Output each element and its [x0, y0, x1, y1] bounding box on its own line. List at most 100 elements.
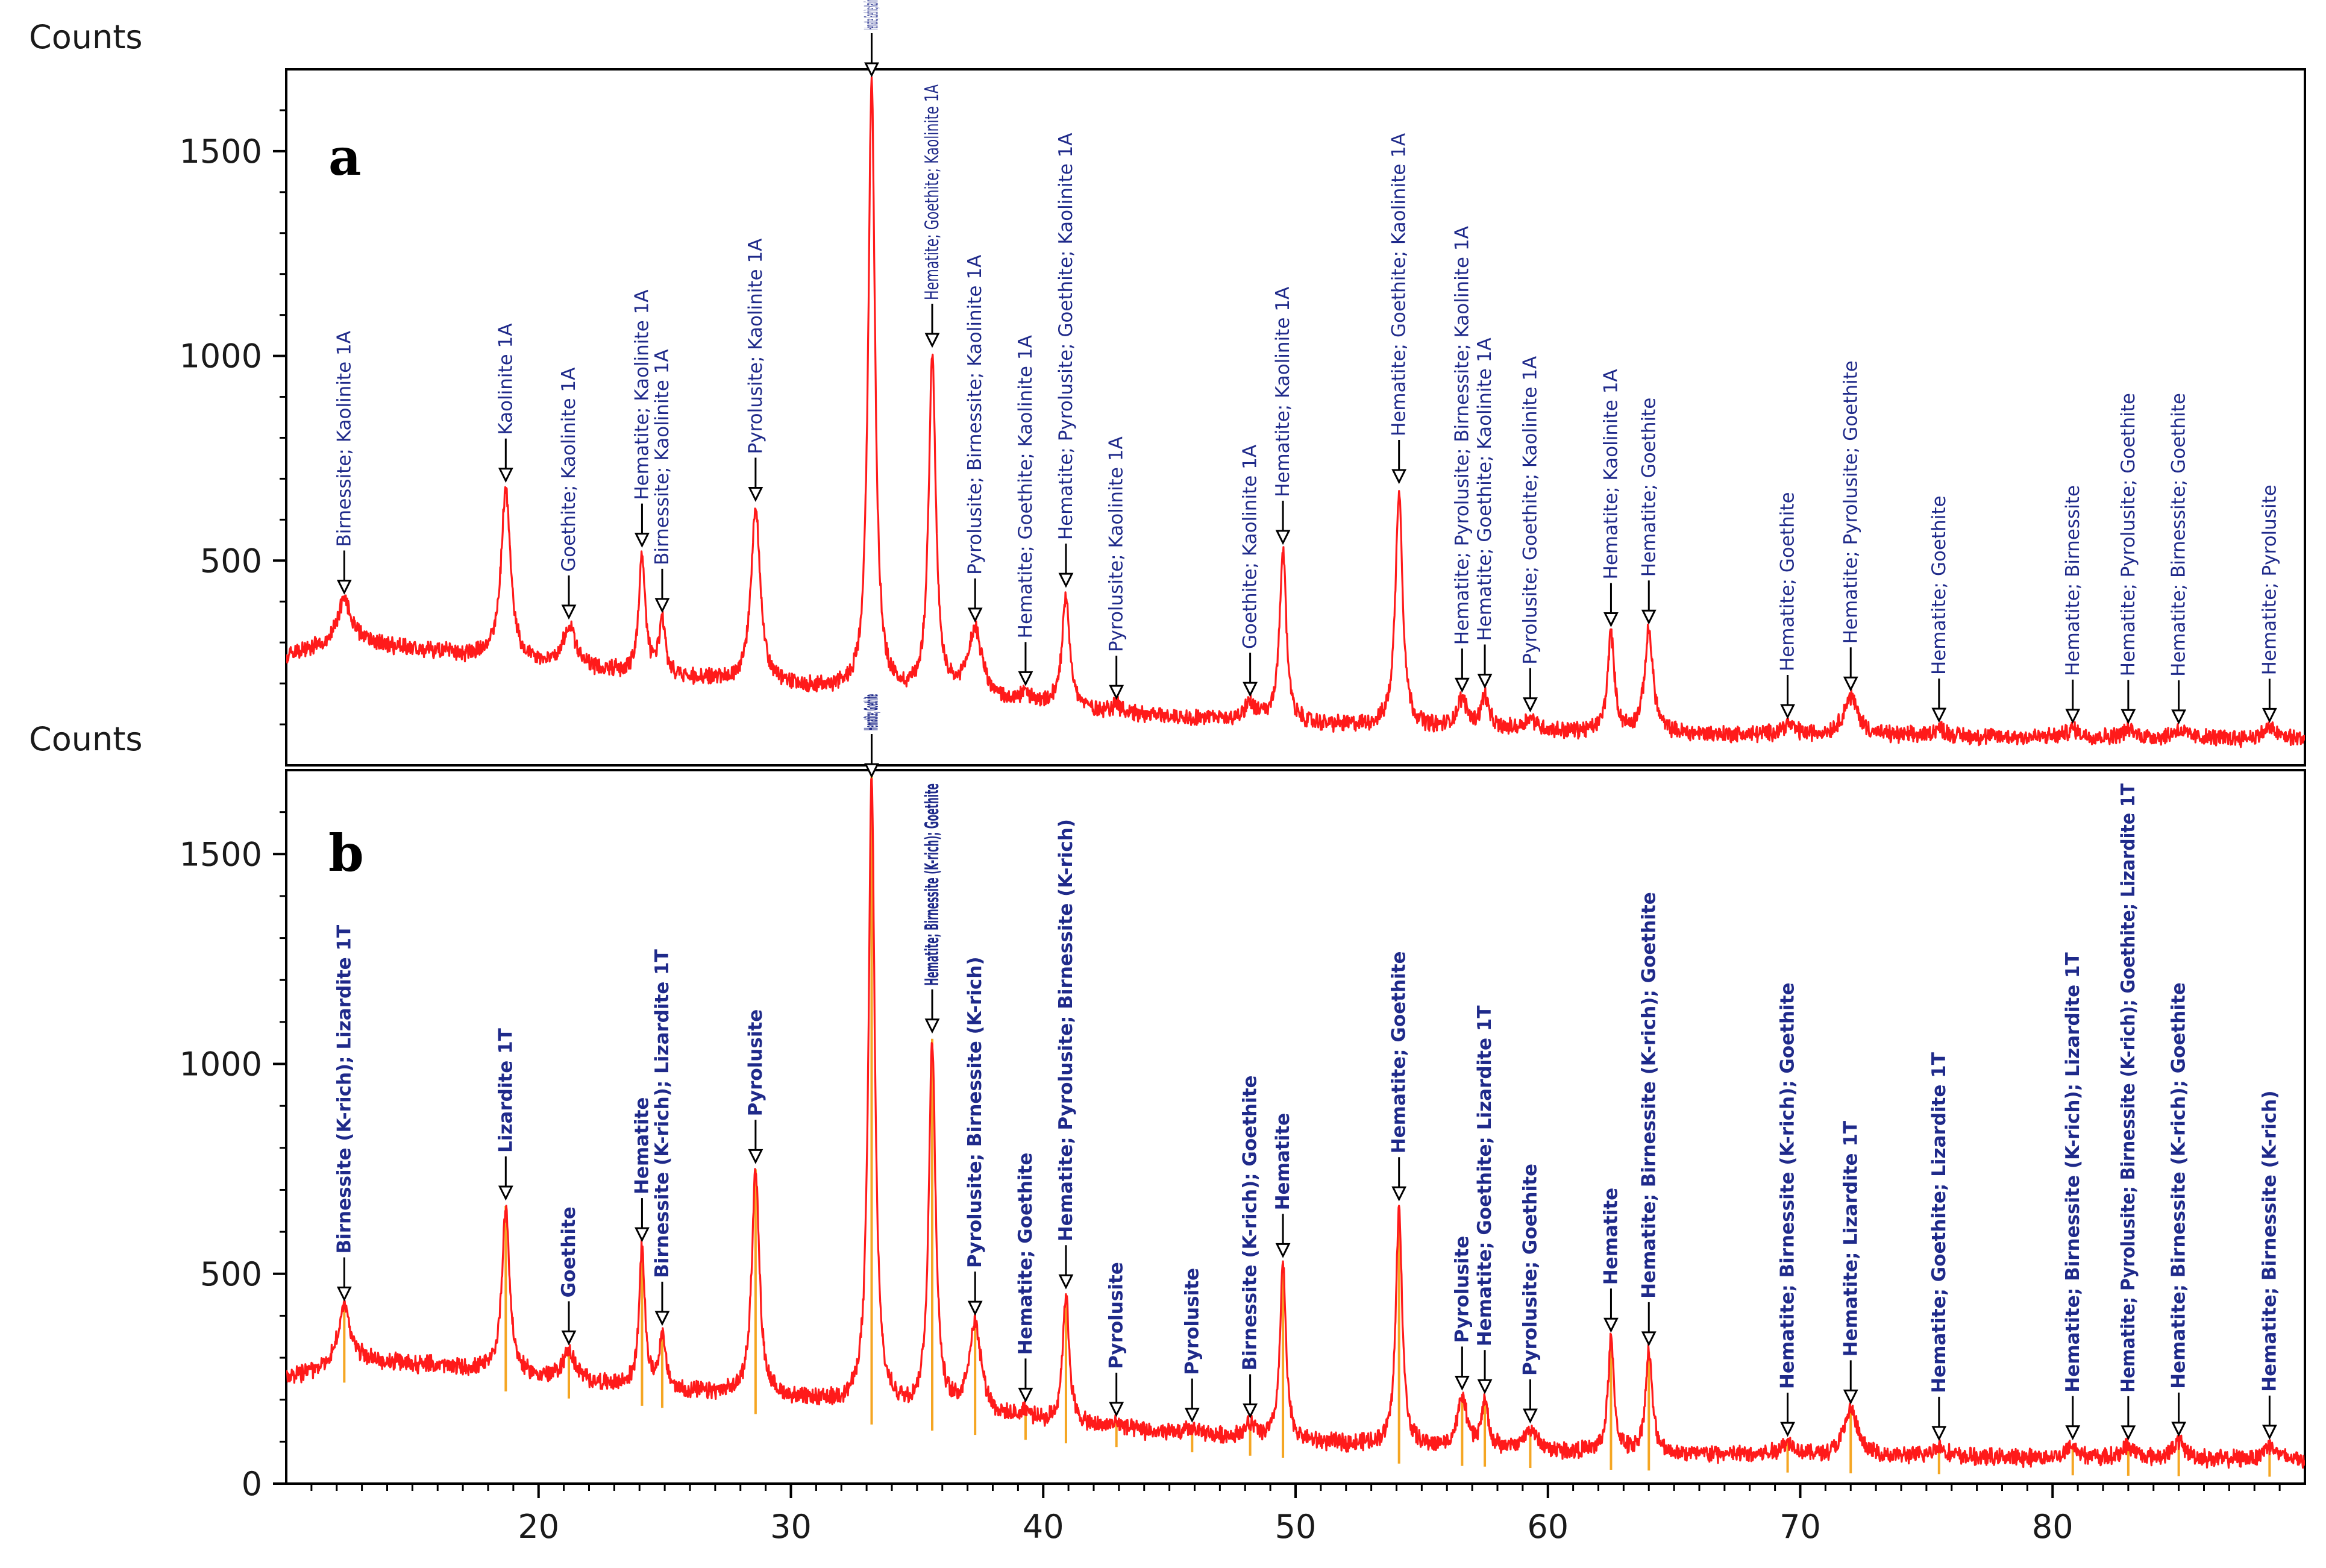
x-tick-label: 50 — [1275, 1508, 1317, 1546]
peak-arrowhead — [2171, 709, 2187, 725]
peak-annotation: Hematite; Goethite; Kaolinite 1A — [1388, 133, 1410, 485]
peak-arrowhead — [635, 533, 650, 548]
peak-arrowhead — [864, 62, 879, 78]
peak-annotation: Birnessite; Kaolinite 1A — [333, 331, 355, 595]
peak-label: Hematite; Kaolinite 1A — [631, 290, 653, 500]
peak-label: Hematite; Birnessite — [2062, 485, 2084, 676]
peak-annotation: Hematite; Goethite; Kaolinite 1A — [1474, 337, 1496, 689]
peak-arrowhead — [924, 333, 940, 348]
peak-label: Pyrolusite; Birnessite (K-rich) — [964, 956, 986, 1268]
peak-annotation: Goethite; Kaolinite 1A — [1240, 445, 1261, 697]
peak-arrowhead — [924, 1018, 940, 1034]
peak-arrowhead — [561, 1330, 577, 1346]
peak-arrowhead — [635, 1227, 650, 1243]
peak-annotation: Hematite — [1272, 1113, 1294, 1258]
peak-annotation: Lizardite 1T — [495, 1028, 516, 1201]
peak-annotation: Hematite; Birnessite (K-rich); Goethite — [921, 783, 943, 1034]
y-tick-label: 1500 — [180, 133, 262, 171]
x-tick-label: 60 — [1527, 1508, 1569, 1546]
peak-arrowhead — [336, 580, 352, 595]
peak-annotation: Hematite; Goethite; Kaolinite 1A — [861, 0, 883, 78]
peak-label: Hematite; Pyrolusite; Birnessite; Kaolin… — [1451, 226, 1473, 645]
peak-annotation: Hematite; Birnessite (K-rich); Goethite — [1638, 892, 1660, 1347]
peak-annotation: Goethite; Kaolinite 1A — [558, 368, 580, 620]
peak-arrowhead — [967, 1300, 983, 1316]
peak-arrowhead — [1184, 1408, 1200, 1423]
peak-label: Goethite; Kaolinite 1A — [558, 368, 580, 572]
peak-arrowhead — [2262, 707, 2277, 723]
peak-annotation: Hematite; Goethite; Kaolinite 1A — [1015, 335, 1036, 686]
peak-arrowhead — [967, 607, 983, 623]
peak-label: Pyrolusite; Goethite — [1519, 1164, 1541, 1376]
x-tick-label: 30 — [770, 1508, 812, 1546]
peak-arrowhead — [1391, 1186, 1407, 1202]
peak-arrowhead — [654, 598, 670, 613]
peak-annotation: Hematite; Goethite — [861, 694, 883, 779]
plot-frame — [285, 68, 2306, 767]
peak-annotation: Pyrolusite; Goethite; Kaolinite 1A — [1519, 356, 1541, 713]
peak-annotation: Hematite; Birnessite; Goethite — [2168, 393, 2190, 725]
peak-label: Hematite; Birnessite (K-rich); Goethite — [921, 783, 943, 986]
peak-arrowhead — [1058, 1274, 1074, 1290]
peak-label: Hematite; Birnessite; Goethite — [2168, 393, 2190, 677]
peak-arrowhead — [498, 1185, 513, 1201]
peak-label: Pyrolusite — [745, 1009, 766, 1117]
peak-label: Hematite; Goethite — [1015, 1153, 1036, 1355]
peak-annotation: Pyrolusite; Kaolinite 1A — [1106, 436, 1127, 700]
y-tick-label: 1500 — [180, 835, 262, 873]
peak-annotation: Hematite; Goethite; Lizardite 1T — [1474, 1006, 1496, 1394]
peak-arrowhead — [1843, 1389, 1858, 1405]
peak-label: Hematite; Goethite; Kaolinite 1A — [1474, 337, 1496, 641]
x-tick-label: 20 — [518, 1508, 559, 1546]
peak-label: Birnessite; Kaolinite 1A — [333, 331, 355, 547]
peak-annotation: Hematite; Pyrolusite; Goethite — [1840, 360, 1861, 692]
peak-arrowhead — [2121, 1425, 2136, 1441]
peak-label: Hematite; Pyrolusite — [2259, 485, 2280, 675]
peak-label: Hematite; Goethite — [861, 694, 883, 730]
peak-annotation: Pyrolusite; Birnessite; Kaolinite 1A — [964, 255, 986, 623]
peak-label: Birnessite (K-rich); Goethite — [1240, 1075, 1261, 1370]
peak-arrowhead — [1058, 572, 1074, 588]
peak-arrowhead — [1523, 1408, 1538, 1424]
peak-arrowhead — [1780, 704, 1795, 720]
y-tick-label: 1000 — [180, 1046, 262, 1083]
y-axis-title: Counts — [29, 720, 143, 758]
peak-label: Pyrolusite; Goethite; Kaolinite 1A — [1519, 356, 1541, 665]
x-tick-label: 40 — [1023, 1508, 1064, 1546]
peak-label: Pyrolusite — [1451, 1236, 1473, 1343]
peak-label: Lizardite 1T — [495, 1028, 516, 1153]
peak-annotation: Birnessite (K-rich); Goethite — [1240, 1075, 1261, 1419]
peak-label: Pyrolusite; Kaolinite 1A — [745, 239, 766, 454]
peak-label: Hematite; Goethite — [1928, 495, 1950, 675]
peak-arrowhead — [1109, 1402, 1124, 1417]
peak-annotation: Hematite; Kaolinite 1A — [1600, 369, 1622, 627]
peak-annotation: Hematite — [1600, 1188, 1622, 1333]
peak-annotation: Hematite; Goethite; Kaolinite 1A — [921, 84, 943, 348]
peak-label: Hematite; Pyrolusite; Goethite; Kaolinit… — [1055, 133, 1077, 540]
peak-label: Hematite; Pyrolusite; Goethite — [1840, 360, 1861, 644]
peak-annotation: Hematite; Goethite; Lizardite 1T — [1928, 1052, 1950, 1441]
peak-annotation: Goethite — [558, 1206, 580, 1346]
peak-arrowhead — [1843, 676, 1858, 692]
peak-label: Hematite; Goethite; Lizardite 1T — [1474, 1006, 1496, 1347]
peak-arrowhead — [2065, 1425, 2081, 1441]
peak-label: Kaolinite 1A — [495, 324, 516, 435]
peak-label: Goethite; Kaolinite 1A — [1240, 445, 1261, 649]
peak-label: Hematite; Kaolinite 1A — [1600, 369, 1622, 579]
peak-label: Hematite; Kaolinite 1A — [1272, 287, 1294, 497]
peak-arrowhead — [1109, 685, 1124, 700]
y-tick-label: 0 — [242, 1465, 262, 1503]
peak-arrowhead — [1641, 609, 1657, 625]
peak-arrowhead — [654, 1311, 670, 1326]
peak-annotation: Hematite; Birnessite — [2062, 485, 2084, 724]
peak-arrowhead — [748, 486, 763, 502]
y-tick-label: 500 — [200, 542, 262, 580]
peak-arrowhead — [1477, 1379, 1493, 1394]
peak-arrowhead — [2171, 1422, 2187, 1437]
peak-label: Pyrolusite; Kaolinite 1A — [1106, 436, 1127, 652]
peak-arrowhead — [1523, 697, 1538, 713]
peak-label: Hematite; Goethite; Lizardite 1T — [1928, 1052, 1950, 1393]
peak-annotation: Hematite; Goethite — [1777, 492, 1799, 720]
peak-annotation: Birnessite; Kaolinite 1A — [651, 349, 673, 613]
